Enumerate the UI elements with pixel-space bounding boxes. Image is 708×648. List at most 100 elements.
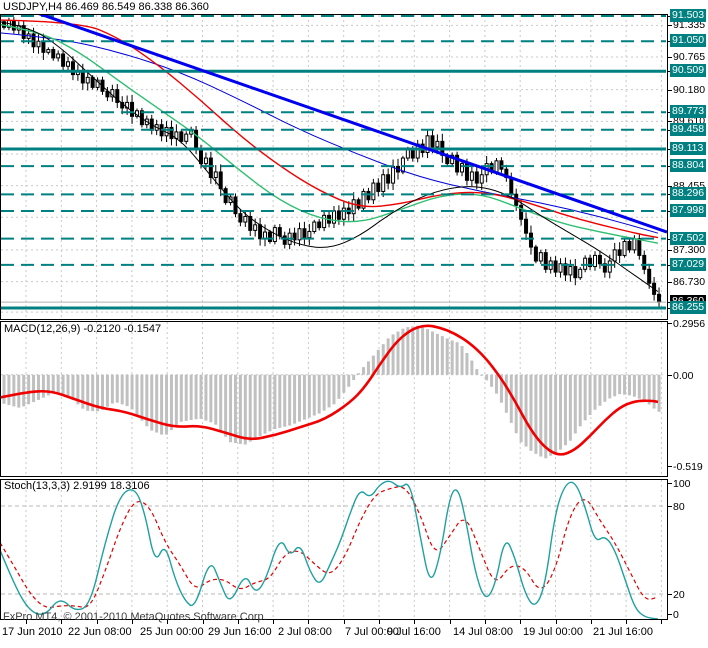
macd-histogram-bar: [160, 374, 164, 435]
candle-body: [351, 199, 356, 215]
macd-histogram-bar: [312, 374, 316, 416]
macd-histogram-bar: [578, 374, 582, 427]
candle-body: [642, 254, 647, 270]
macd-histogram-bar: [623, 374, 627, 395]
macd-histogram-bar: [499, 374, 503, 403]
macd-histogram-bar: [27, 374, 31, 405]
macd-histogram-bar: [460, 346, 464, 375]
stoch-panel-border: [0, 479, 668, 620]
macd-histogram-bar: [273, 374, 277, 430]
macd-histogram-bar: [224, 374, 228, 437]
macd-canvas[interactable]: [0, 321, 668, 477]
macd-histogram-bar: [219, 374, 223, 431]
macd-histogram-bar: [618, 374, 622, 395]
candle-body: [184, 133, 189, 142]
macd-histogram-bar: [421, 326, 425, 375]
candle-body: [51, 49, 56, 59]
candle-body: [509, 177, 514, 195]
time-axis[interactable]: 17 Jun 2010 22 Jun 08:00 25 Jun 00:00 29 Ju…: [0, 620, 708, 648]
candle-body: [405, 149, 410, 159]
candle-body: [543, 252, 548, 270]
axis-tick: [668, 594, 672, 595]
macd-histogram-bar: [179, 374, 183, 422]
macd-histogram-bar: [485, 374, 489, 381]
candle-body: [223, 188, 228, 204]
macd-histogram-bar: [430, 331, 434, 375]
macd-histogram-bar: [189, 374, 193, 421]
candle-body: [61, 53, 66, 67]
axis-tick: [668, 466, 672, 467]
macd-histogram-bar: [243, 374, 247, 445]
price-level-badge: 88.804: [670, 159, 706, 172]
macd-histogram-bar: [41, 374, 45, 398]
macd-histogram-bar: [608, 374, 612, 399]
time-axis-tick: [97, 620, 98, 624]
price-level-badge: 87.502: [670, 232, 706, 245]
macd-histogram-bar: [110, 374, 114, 404]
macd-histogram-bar: [342, 374, 346, 393]
macd-histogram-bar: [509, 374, 513, 423]
macd-histogram-bar: [563, 374, 567, 446]
macd-histogram-bar: [465, 352, 469, 375]
time-axis-tick: [61, 620, 62, 624]
macd-histogram-bar: [174, 374, 178, 426]
candle-body: [233, 196, 238, 215]
candle-body: [617, 249, 622, 256]
macd-panel[interactable]: [0, 321, 668, 477]
candle-body: [425, 135, 430, 153]
macd-histogram-bar: [81, 374, 85, 409]
macd-histogram-bar: [22, 374, 26, 407]
candle-body: [533, 246, 538, 262]
time-axis-tick: [450, 620, 451, 624]
price-level-badge: 91.503: [670, 9, 706, 22]
macd-histogram-bar: [455, 342, 459, 375]
macd-histogram-bar: [135, 374, 139, 416]
macd-histogram-bar: [7, 374, 11, 406]
candle-body: [455, 154, 460, 173]
main-chart-canvas[interactable]: [0, 14, 668, 320]
candle-body: [400, 157, 405, 173]
candle-body: [302, 228, 307, 239]
macd-histogram-bar: [401, 328, 405, 375]
axis-tick: [668, 614, 672, 615]
candle-body: [341, 207, 346, 220]
candle-body: [435, 140, 440, 148]
macd-histogram-bar: [371, 355, 375, 375]
candle-body: [597, 254, 602, 265]
macd-histogram-bar: [71, 374, 75, 401]
candle-body: [474, 171, 479, 184]
macd-histogram-bar: [150, 374, 154, 431]
macd-histogram-bar: [657, 374, 661, 412]
macd-histogram-bar: [155, 374, 159, 433]
macd-histogram-bar: [184, 374, 188, 421]
macd-histogram-bar: [238, 374, 242, 444]
price-level-badge: 89.773: [670, 105, 706, 118]
candle-body: [494, 160, 499, 173]
stoch-canvas[interactable]: [0, 479, 668, 620]
macd-histogram-bar: [61, 374, 65, 396]
ma-blue-line: [0, 32, 659, 234]
stoch-axis-label: 20: [673, 589, 685, 601]
candle-body: [36, 40, 41, 48]
candle-body: [203, 157, 208, 165]
candle-body: [66, 61, 71, 67]
macd-histogram-bar: [302, 374, 306, 420]
macd-histogram-bar: [539, 374, 543, 457]
candle-body: [553, 260, 558, 273]
time-axis-tick: [626, 620, 627, 624]
macd-histogram-bar: [504, 374, 508, 413]
macd-histogram-bar: [204, 374, 208, 421]
price-axis[interactable]: 91.335 90.765 90.180 89.610 88.455 87.300 86.7…: [668, 0, 708, 648]
time-axis-tick: [344, 620, 345, 624]
macd-indicator-label: MACD(12,26,9) -0.2120 -0.1547: [4, 323, 162, 335]
stoch-panel[interactable]: [0, 479, 668, 620]
macd-histogram-bar: [288, 374, 292, 426]
time-axis-label: 2 Jul 08:00: [278, 626, 332, 638]
main-chart-panel[interactable]: [0, 14, 668, 320]
macd-histogram-bar: [327, 374, 331, 408]
macd-histogram-bar: [480, 374, 484, 376]
macd-histogram-bar: [209, 374, 213, 423]
candle-body: [218, 171, 223, 190]
macd-histogram-bar: [642, 374, 646, 401]
candle-body: [336, 210, 341, 220]
